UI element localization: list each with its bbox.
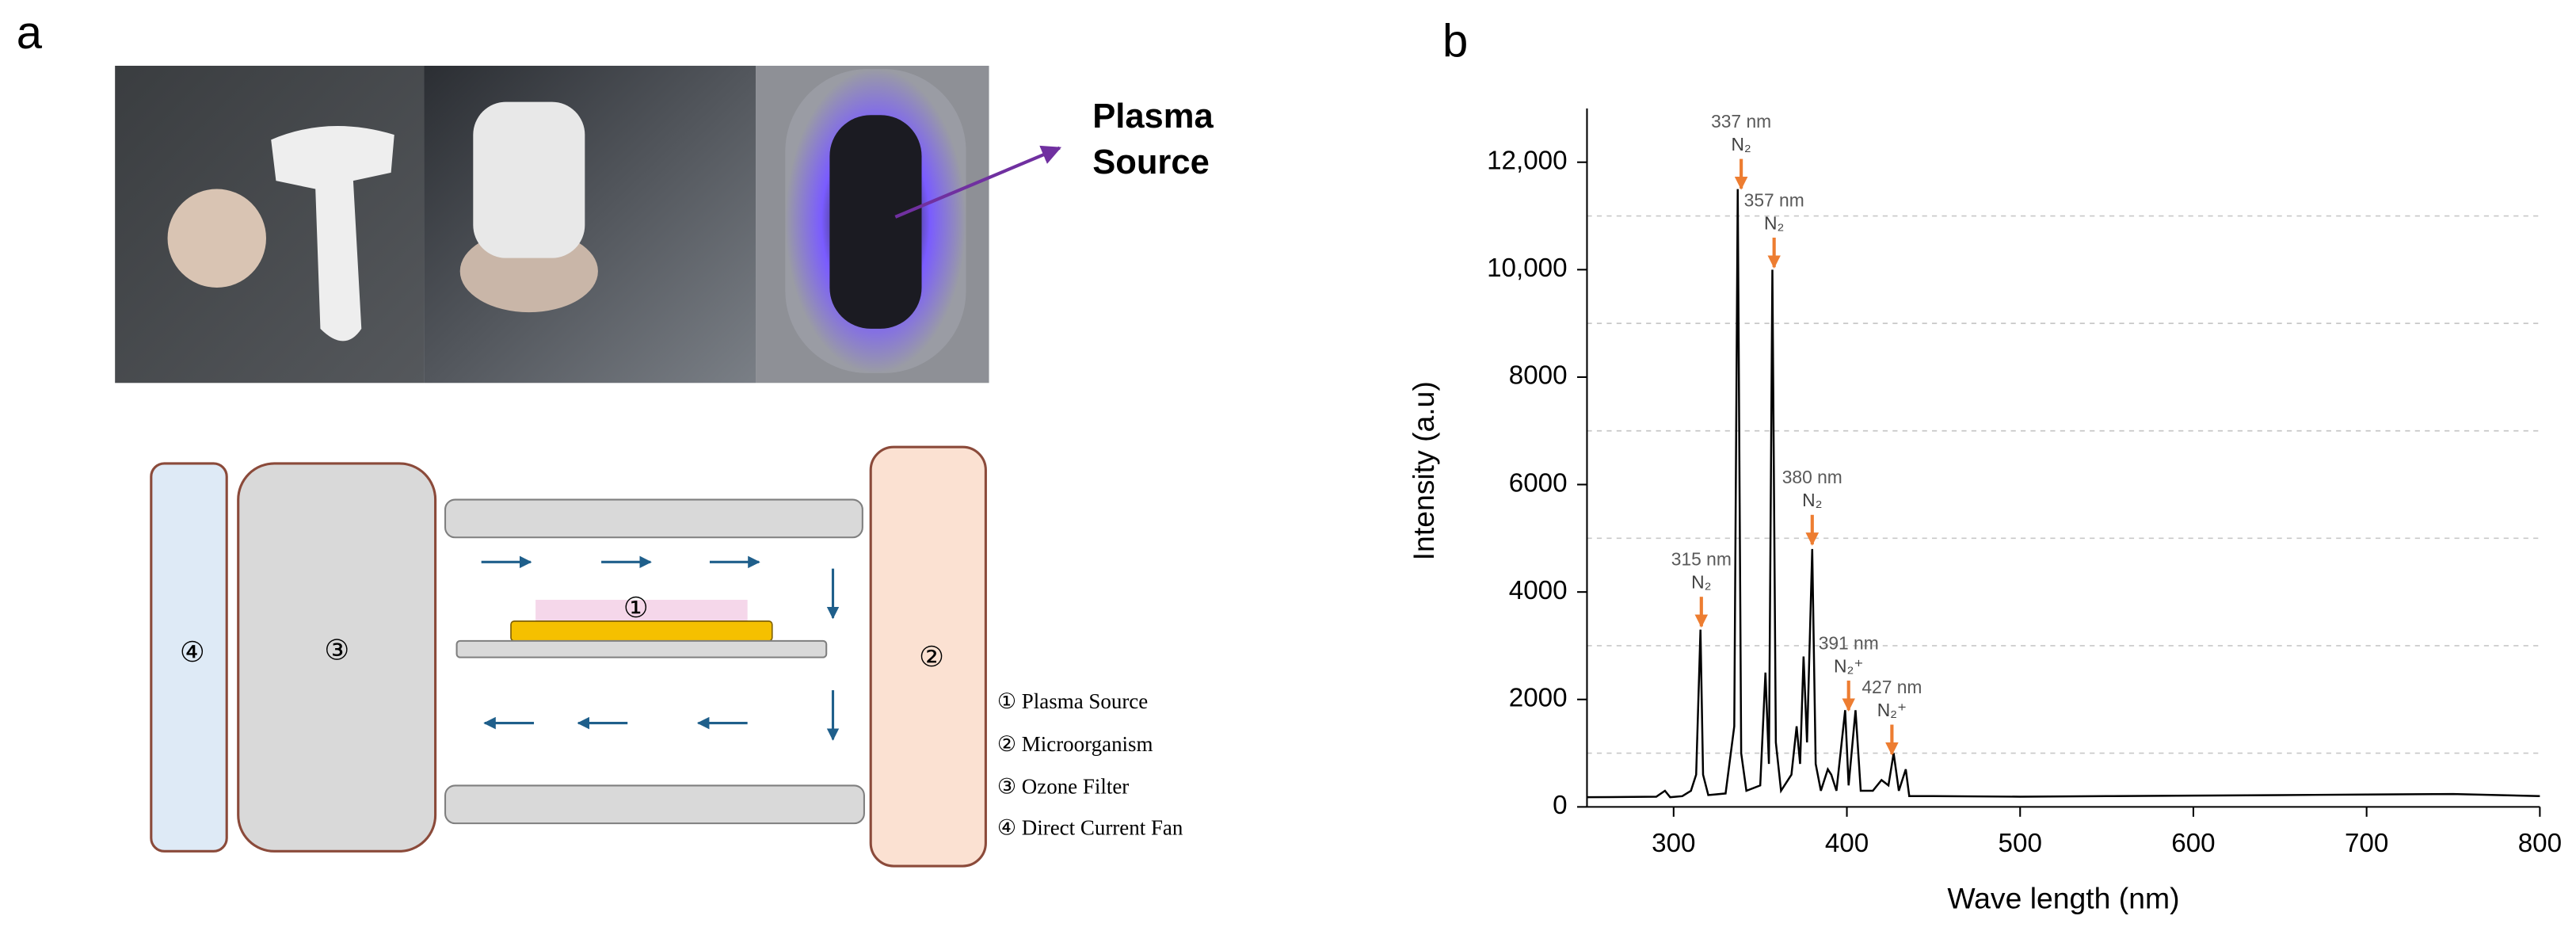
photo-object — [271, 126, 394, 341]
annotation-species: N₂⁺ — [1834, 655, 1863, 676]
y-tick-label: 2000 — [1509, 684, 1568, 713]
annotation-label: 357 nm — [1744, 189, 1804, 210]
annotation-species: N₂ — [1802, 490, 1822, 510]
photo-object — [473, 101, 585, 258]
y-axis-label: Intensity (a.u) — [1407, 381, 1440, 560]
photo-label: Plasma — [1092, 97, 1214, 135]
legend-item: ④ Direct Current Fan — [997, 816, 1183, 840]
annotation-label: 380 nm — [1782, 467, 1842, 487]
photo-object — [829, 115, 922, 329]
x-tick-label: 300 — [1652, 829, 1695, 858]
legend-item: ② Microorganism — [997, 732, 1153, 756]
y-tick-label: 6000 — [1509, 468, 1568, 498]
x-tick-label: 600 — [2171, 829, 2215, 858]
x-tick-label: 500 — [1999, 829, 2042, 858]
y-tick-label: 4000 — [1509, 576, 1568, 605]
annotation-label: 315 nm — [1671, 549, 1732, 570]
annotation-label: 391 nm — [1819, 632, 1879, 653]
panel-label: b — [1442, 15, 1468, 67]
microorganism-box — [869, 445, 987, 868]
x-tick-label: 700 — [2345, 829, 2388, 858]
electrode — [510, 620, 773, 642]
annotation-species: N₂ — [1731, 134, 1751, 155]
annotation-species: N₂⁺ — [1877, 700, 1907, 720]
duct — [444, 784, 865, 825]
x-tick-label: 800 — [2518, 829, 2562, 858]
flow-arrows — [481, 555, 840, 741]
chart: b 0 2000 4000 6000 8000 10,000 12,000 300 400 500 6… — [1407, 15, 2562, 914]
diagram-number: ③ — [324, 635, 349, 666]
x-axis-label: Wave length (nm) — [1947, 881, 2179, 914]
plasma — [535, 600, 748, 622]
spectrum-line — [1587, 189, 2540, 799]
annotation-label: 337 nm — [1711, 111, 1771, 132]
filter-box — [237, 462, 437, 853]
y-tick-label: 8000 — [1509, 361, 1568, 391]
plate — [455, 639, 828, 658]
y-tick-label: 12,000 — [1487, 146, 1567, 175]
annotation-species: N₂ — [1691, 572, 1711, 593]
legend-item: ③ Ozone Filter — [997, 775, 1129, 799]
legend-item: ① Plasma Source — [997, 689, 1148, 713]
diagram-number: ④ — [180, 637, 205, 668]
annotation-label: 427 nm — [1862, 677, 1922, 697]
diagram-number: ① — [623, 593, 649, 624]
fan-box — [150, 462, 228, 853]
panel-label: a — [17, 7, 43, 59]
diagram-number: ② — [919, 642, 944, 673]
y-tick-label: 10,000 — [1487, 254, 1567, 283]
annotation-species: N₂ — [1764, 212, 1784, 233]
x-tick-label: 400 — [1825, 829, 1869, 858]
duct — [444, 498, 863, 539]
y-tick-label: 0 — [1553, 791, 1567, 820]
photo-object — [167, 189, 266, 288]
panel-a: a Plasma Source ① ② ③ ④ ① — [17, 7, 1214, 868]
photo-label: Source — [1092, 143, 1210, 181]
arrow — [894, 145, 1062, 219]
photo — [115, 66, 425, 383]
